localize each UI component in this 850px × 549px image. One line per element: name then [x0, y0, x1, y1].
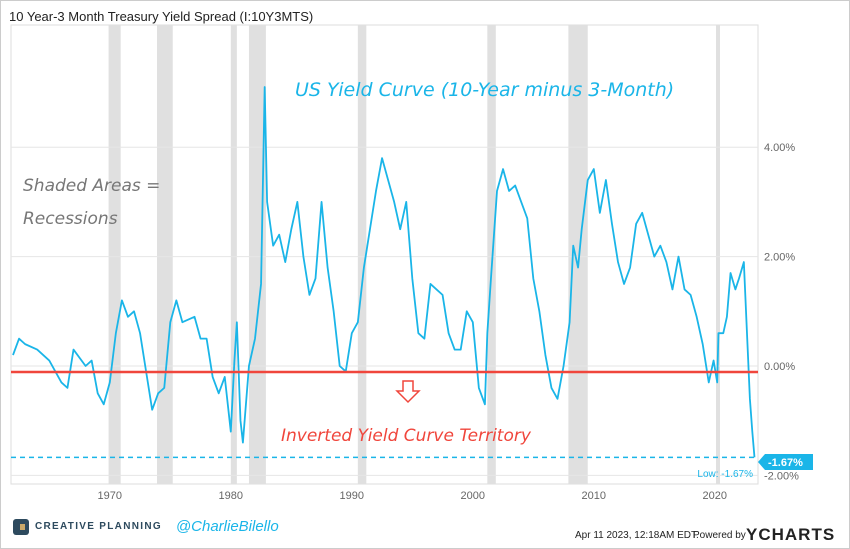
last-value-flag [758, 454, 813, 470]
chart-title: 10 Year-3 Month Treasury Yield Spread (I… [9, 9, 314, 24]
timestamp: Apr 11 2023, 12:18AM EDT. [575, 530, 699, 541]
x-tick-label: 2010 [582, 490, 606, 502]
recession-band [230, 25, 237, 484]
recession-band [568, 25, 588, 484]
inverted-annotation: Inverted Yield Curve Territory [281, 426, 532, 446]
powered-by: Powered by [693, 530, 746, 541]
y-tick-label: 0.00% [764, 361, 795, 373]
x-tick-label: 1980 [219, 490, 243, 502]
headline-annotation: US Yield Curve (10-Year minus 3-Month) [295, 79, 674, 101]
y-tick-label: 4.00% [764, 142, 795, 154]
recession-band [487, 25, 496, 484]
down-arrow-icon [395, 380, 421, 404]
recession-band [156, 25, 173, 484]
shaded-annotation: Recessions [23, 209, 118, 229]
last-value-label: -1.67% [768, 457, 803, 469]
x-tick-label: 1990 [340, 490, 364, 502]
twitter-handle: @CharlieBilello [175, 518, 279, 535]
creative-planning-logo [13, 518, 29, 535]
yield-spread-line [12, 86, 756, 458]
x-tick-label: 2000 [461, 490, 485, 502]
brand-name: CREATIVE PLANNING [35, 521, 162, 532]
recession-band [248, 25, 266, 484]
recession-band [357, 25, 367, 484]
recession-band [716, 25, 721, 484]
plot-frame [10, 24, 759, 485]
y-tick-label: -2.00% [764, 470, 799, 482]
recession-band [108, 25, 121, 484]
shaded-annotation: Shaded Areas = [23, 176, 160, 196]
brand-footer: CREATIVE PLANNING @CharlieBilello [13, 518, 279, 535]
x-tick-label: 1970 [98, 490, 122, 502]
ycharts-logo[interactable]: YCHARTS [746, 525, 836, 544]
y-tick-label: 2.00% [764, 252, 795, 264]
low-label: Low: -1.67% [697, 469, 753, 480]
x-tick-label: 2020 [703, 490, 727, 502]
